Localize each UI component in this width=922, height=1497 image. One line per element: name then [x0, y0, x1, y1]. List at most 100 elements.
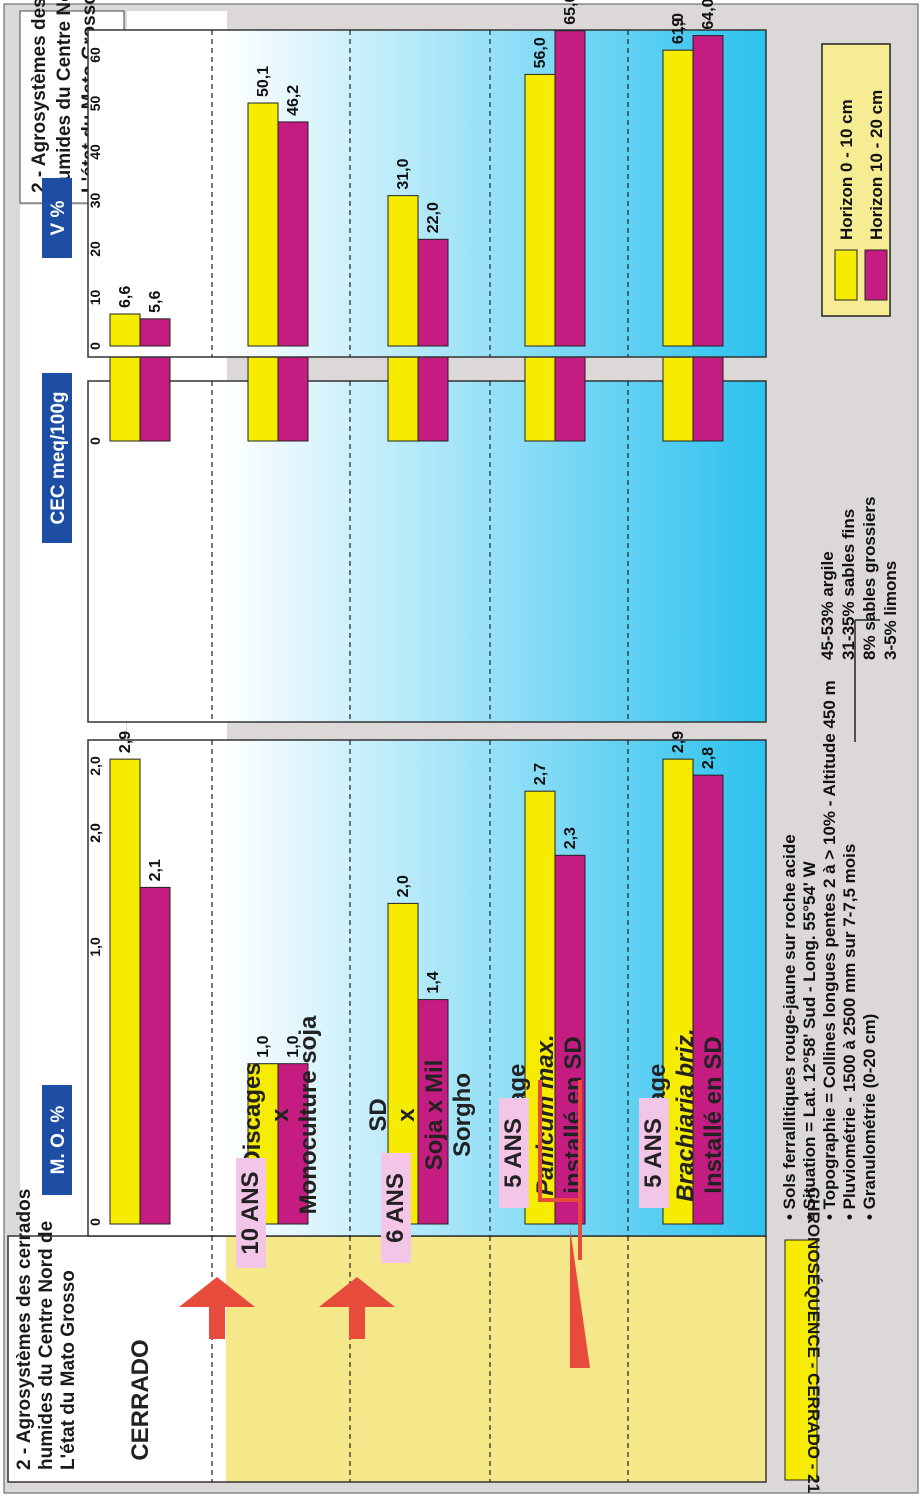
- bar-value-label: 1,0: [285, 1035, 302, 1057]
- duration-label: 10 ANS: [237, 1171, 264, 1254]
- chart-title-badge: [42, 178, 72, 258]
- treatment-line: installé en SD: [560, 1036, 587, 1193]
- figure-title-line: humides du Centre Nord de: [36, 1221, 57, 1470]
- bar-value-label: 22,0: [425, 202, 442, 233]
- treatment-brachiaria: PâturageBrachiaria briz.Installé en SD5 …: [639, 1028, 727, 1208]
- tick-label: 20: [87, 241, 103, 257]
- bar-value-label: 2,8: [700, 747, 717, 769]
- treatment-line: Monoculture soja: [295, 1015, 322, 1214]
- bar-horizon-10-20: [417, 238, 449, 347]
- bar-horizon-10-20: [277, 121, 309, 347]
- bar-value-label: 56,0: [532, 37, 549, 68]
- bar-value-label: 2,9: [117, 731, 134, 753]
- bar-value-label: 46,2: [285, 85, 302, 116]
- screen-layer: 01,02,02,02,02,91,02,02,72,92,11,01,42,3…: [7, 0, 900, 1497]
- legend-label: Horizon 10 - 20 cm: [867, 90, 886, 240]
- tick-label: 1,0: [87, 937, 103, 957]
- treatment-line: Installé en SD: [700, 1036, 727, 1193]
- treatment-cerrado: CERRADO: [127, 1339, 154, 1460]
- tick-label: 0: [87, 437, 103, 445]
- granulometry-line: 45-53% argile: [818, 551, 837, 660]
- bar-value-label: 64,0: [700, 0, 717, 30]
- tick-label: 2,0: [87, 756, 103, 776]
- tick-label: 2,0: [87, 823, 103, 843]
- chart-title-badge: [42, 1085, 72, 1195]
- chrono-bar-screen: [784, 1239, 818, 1481]
- bar-value-label: 2,1: [147, 859, 164, 881]
- note-line: • Topographie = Collines longues pentes …: [820, 680, 839, 1220]
- chart-title: CEC meq/100g: [48, 391, 69, 524]
- figure-title-line: L'état du Mato Grosso: [58, 1270, 79, 1470]
- tick-label: 0: [87, 342, 103, 350]
- treatment-line: x: [393, 1108, 420, 1122]
- tick-label: 60: [87, 47, 103, 63]
- treatment-line: Soja x Mil: [421, 1060, 448, 1171]
- bar-value-label: 2,9: [670, 731, 687, 753]
- bar-horizon-0-10: [247, 102, 279, 347]
- chart-title-badge: [42, 373, 72, 543]
- legend-swatch: [864, 249, 888, 301]
- treatment-line: CERRADO: [127, 1339, 154, 1460]
- bar-horizon-10-20: [692, 774, 724, 1225]
- note-line: • Granulométrie (0-20 cm): [860, 1014, 879, 1220]
- duration-badge: [639, 1098, 669, 1208]
- treatment-line: Sorgho: [449, 1073, 476, 1157]
- sequence-arrow: [179, 1277, 255, 1339]
- bar-value-label: 2,3: [562, 827, 579, 849]
- duration-label: 5 ANS: [640, 1118, 667, 1188]
- granulometry-line: 3-5% limons: [881, 561, 900, 660]
- granulometry-line: 8% sables grossiers: [860, 497, 879, 660]
- chart-title: M. O. %: [48, 1106, 69, 1175]
- treatment-line: Panicum max.: [532, 1034, 559, 1195]
- duration-label: 6 ANS: [382, 1173, 409, 1243]
- bar-value-label: 1,4: [425, 971, 442, 993]
- bar-horizon-0-10: [662, 49, 694, 347]
- tick-label: 50: [87, 96, 103, 112]
- treatment-sd-soja: SD x Soja x Mil Sorgho 6 ANS: [365, 1060, 476, 1263]
- tick-label: 10: [87, 290, 103, 306]
- treatment-discages: Discages x Monoculture soja 10 ANS: [236, 1015, 322, 1268]
- treatment-panicum: PâturagePanicum max.installé en SD5 ANS: [499, 1034, 587, 1208]
- tick-label: 30: [87, 193, 103, 209]
- bar-value-label: 1,0: [255, 1035, 272, 1057]
- tick-label: 40: [87, 144, 103, 160]
- bar-horizon-10-20: [554, 30, 586, 347]
- branch-connector: [538, 1080, 582, 1260]
- bar-value-label: 5,6: [147, 290, 164, 312]
- duration-badge: [499, 1098, 529, 1208]
- bar-horizon-0-10: [524, 73, 556, 347]
- note-line: • Sols ferrallitiques rouge-jaune sur ro…: [780, 834, 799, 1220]
- granulometry-bracket: [854, 619, 880, 742]
- figure-title-line: 2 - Agrosystèmes des cerrados: [14, 1189, 35, 1470]
- legend-label: Horizon 0 - 10 cm: [837, 99, 856, 240]
- tick-label: 2,0: [87, 823, 103, 843]
- bar-value-label: 65,0: [562, 0, 579, 25]
- duration-label: 5 ANS: [500, 1118, 527, 1188]
- bar-value-label: 2,7: [532, 763, 549, 785]
- wedge-arrow: [570, 1228, 590, 1368]
- treatment-line: SD: [365, 1098, 392, 1131]
- treatment-line: Discages: [239, 1062, 266, 1167]
- granulometry-line: 31-35% sables fins: [839, 509, 858, 660]
- treatment-line: Brachiaria briz.: [672, 1028, 699, 1201]
- bar-value-label: 31,0: [395, 158, 412, 189]
- treatment-line: x: [267, 1108, 294, 1122]
- legend-swatch: [834, 249, 858, 301]
- title-line-1: 2 - Agrosystèmes des cerrados: [29, 0, 50, 193]
- cerrado-panel-screen: [8, 1236, 226, 1482]
- chrono-label-screen: CHRONOSÉQUENCE - CERRADO - 21 ANS: [804, 1187, 823, 1497]
- tick-label: 0: [87, 1218, 103, 1226]
- note-line: • Situation = Lat. 12°58' Sud - Long. 55…: [800, 860, 819, 1220]
- bar-horizon-10-20: [417, 999, 449, 1225]
- bar-value-label: 61,0: [670, 13, 687, 44]
- treatment-panel-screen: [226, 1236, 766, 1482]
- bar-horizon-0-10: [109, 313, 141, 347]
- duration-badge: [236, 1158, 266, 1268]
- duration-badge: [381, 1153, 411, 1263]
- bar-value-label: 2,0: [395, 875, 412, 897]
- sequence-arrow: [319, 1277, 395, 1339]
- bar-value-label: 50,1: [255, 66, 272, 97]
- title-line-2: humides du Centre Nord de: [54, 0, 75, 193]
- note-line: • Pluviométrie - 1500 à 2500 mm sur 7-7,…: [840, 844, 859, 1220]
